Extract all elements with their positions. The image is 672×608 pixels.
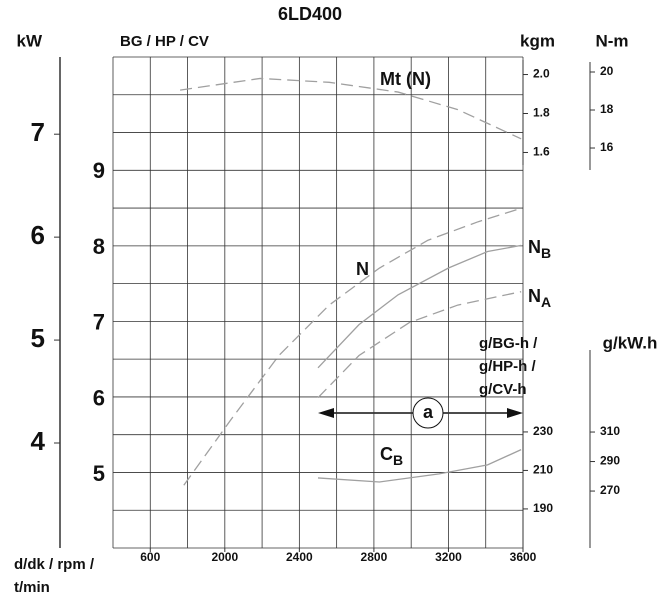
series-name: N — [356, 259, 369, 279]
y-tick-label: 310 — [600, 424, 620, 438]
y-tick-label: 18 — [600, 102, 614, 116]
series-label: CB — [380, 444, 403, 468]
series-label: NA — [528, 286, 551, 310]
y-tick-label: 5 — [31, 323, 45, 353]
annotation-circle — [412, 397, 444, 429]
y-axis-label: BG / HP / CV — [120, 33, 209, 50]
y-tick-label: 210 — [533, 463, 553, 477]
series-label: N — [356, 259, 369, 279]
y-tick-label: 4 — [31, 426, 46, 456]
y-tick-label: 6 — [93, 385, 105, 410]
y-tick-label: 6 — [31, 220, 45, 250]
y-tick-label: 230 — [533, 424, 553, 438]
y-tick-label: 7 — [31, 117, 45, 147]
series-label: NB — [528, 237, 551, 261]
series-sub: B — [393, 452, 403, 468]
y-tick-label: 290 — [600, 454, 620, 468]
y-tick-label: 16 — [600, 140, 614, 154]
arrow-head — [507, 408, 523, 418]
series-line — [179, 77, 522, 140]
series-name: N — [528, 237, 541, 257]
y-tick-label: 9 — [93, 158, 105, 183]
y-tick-label: 20 — [600, 64, 614, 78]
annotation: a — [423, 402, 434, 422]
series-name: C — [380, 444, 393, 464]
chart-title: 6LD400 — [278, 4, 342, 24]
series-sub: B — [541, 245, 551, 261]
y-tick-label: 5 — [93, 461, 105, 486]
y-axis-label: g/BG-h / — [479, 335, 538, 352]
y-axis-label: N-m — [595, 31, 628, 50]
x-tick-label: 3600 — [510, 550, 537, 564]
series-sub: A — [541, 294, 551, 310]
x-tick-label: 3200 — [435, 550, 462, 564]
y-tick-label: 8 — [93, 234, 105, 259]
series-line — [317, 291, 522, 399]
arrow-head — [318, 408, 334, 418]
x-tick-label: 600 — [140, 550, 160, 564]
y-tick-label: 190 — [533, 501, 553, 515]
y-tick-label: 1.6 — [533, 145, 550, 159]
series-label: Mt (N) — [380, 69, 431, 89]
x-tick-label: 2400 — [286, 550, 313, 564]
series-name: N — [528, 286, 541, 306]
y-tick-label: 270 — [600, 483, 620, 497]
series-name: Mt (N) — [380, 69, 431, 89]
x-axis-label: d/dk / rpm / — [14, 556, 95, 573]
y-tick-label: 7 — [93, 310, 105, 335]
x-tick-label: 2800 — [361, 550, 388, 564]
y-axis-label: g/kW.h — [603, 333, 658, 352]
y-tick-label: 1.8 — [533, 106, 550, 120]
series-line — [317, 244, 522, 369]
y-axis-label: kW — [17, 31, 43, 50]
x-tick-label: 2000 — [211, 550, 238, 564]
y-axis-label: g/HP-h / — [479, 358, 536, 375]
series-line — [317, 449, 522, 483]
y-axis-label: g/CV-h — [479, 381, 527, 398]
y-tick-label: 2.0 — [533, 67, 550, 81]
y-axis-label: kgm — [520, 31, 555, 50]
x-axis-label: t/min — [14, 579, 50, 596]
series-line — [183, 207, 522, 486]
